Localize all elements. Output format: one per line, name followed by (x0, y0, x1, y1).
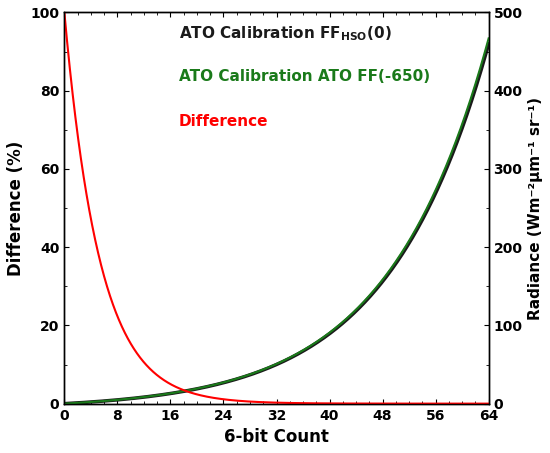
Y-axis label: Difference (%): Difference (%) (7, 140, 25, 276)
Text: ATO Calibration ATO FF(-650): ATO Calibration ATO FF(-650) (179, 69, 430, 84)
X-axis label: 6-bit Count: 6-bit Count (224, 428, 329, 446)
Text: ATO Calibration FF$_{\mathregular{HSO}}$(0): ATO Calibration FF$_{\mathregular{HSO}}$… (179, 24, 392, 43)
Y-axis label: Radiance (Wm⁻²μm⁻¹ sr⁻¹): Radiance (Wm⁻²μm⁻¹ sr⁻¹) (528, 96, 543, 319)
Text: Difference: Difference (179, 114, 268, 129)
